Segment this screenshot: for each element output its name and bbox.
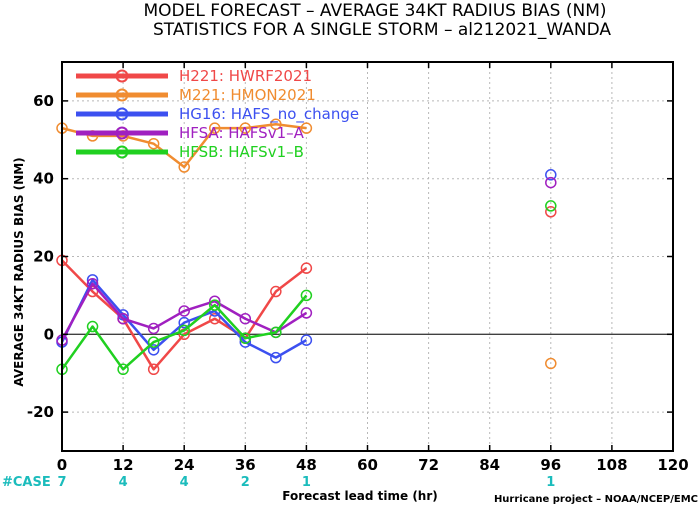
data-point (147, 322, 160, 335)
data-point (300, 334, 313, 346)
data-point (239, 312, 252, 325)
data-point (178, 316, 190, 329)
data-point (117, 312, 129, 325)
legend-label: HFSA: HAFSv1–A (179, 124, 305, 142)
data-point (300, 262, 313, 274)
data-point (209, 122, 221, 134)
chart-title: MODEL FORECAST – AVERAGE 34KT RADIUS BIA… (143, 1, 606, 21)
data-point (86, 277, 99, 290)
x-tick-label: 108 (596, 456, 627, 474)
data-point (270, 351, 282, 364)
data-point (147, 137, 160, 150)
legend-item-m221: M221: HMON2021 (76, 86, 316, 104)
legend-item-hfsa: HFSA: HAFSv1–A (76, 124, 305, 142)
y-tick-label: 20 (33, 248, 54, 266)
case-count: 4 (180, 475, 189, 490)
data-point (178, 305, 190, 317)
data-point (545, 176, 557, 189)
series-hfsa (56, 176, 557, 346)
data-point (300, 122, 313, 134)
data-point (545, 200, 557, 212)
case-count: 1 (546, 475, 555, 490)
data-point (270, 326, 282, 339)
series-hfsb (56, 200, 557, 376)
case-count: 1 (302, 475, 311, 490)
x-axis-label: Forecast lead time (hr) (282, 489, 438, 503)
legend-item-h221: H221: HWRF2021 (76, 67, 312, 85)
data-point (178, 324, 190, 337)
x-tick-label: 120 (657, 456, 688, 474)
series-line (61, 259, 308, 371)
credit-text: Hurricane project – NOAA/NCEP/EMC (494, 494, 698, 505)
data-point (270, 285, 282, 298)
data-point (239, 122, 252, 134)
series-line (60, 282, 308, 341)
data-point (209, 299, 221, 311)
data-point (147, 344, 160, 356)
x-tick-label: 96 (540, 456, 561, 474)
y-tick-label: 40 (33, 170, 54, 188)
x-tick-label: 72 (418, 456, 439, 474)
data-point (147, 363, 160, 376)
data-point (86, 320, 99, 333)
data-point (178, 161, 190, 173)
data-point (117, 363, 129, 376)
x-tick-label: 36 (235, 456, 256, 474)
y-tick-label: 0 (44, 325, 54, 343)
data-point (209, 312, 221, 325)
x-tick-label: 48 (296, 456, 317, 474)
case-count: 7 (57, 475, 66, 490)
x-tick-label: 24 (174, 456, 195, 474)
data-point (239, 332, 252, 344)
data-point (545, 357, 557, 370)
case-count: 2 (241, 475, 250, 490)
data-point (147, 336, 160, 348)
y-tick-label: 60 (33, 92, 54, 110)
data-point (545, 206, 557, 218)
grid (62, 62, 673, 451)
legend-item-hfsb: HFSB: HAFSv1–B (76, 143, 304, 161)
ticks: 0 12 24 36 48 60 72 84 96 108 120 -20 0 20 40 60 (27, 62, 689, 474)
y-tick-label: -20 (27, 403, 54, 421)
data-point (300, 289, 313, 302)
legend-swatch-marker (115, 145, 129, 159)
data-point (300, 307, 313, 319)
legend-swatch-marker (115, 69, 129, 83)
series-line (60, 294, 308, 371)
chart-subtitle: STATISTICS FOR A SINGLE STORM – al212021… (153, 20, 611, 40)
case-counts: 7 4 4 2 1 1 (57, 475, 555, 490)
data-point (545, 169, 557, 181)
series-group (56, 118, 557, 376)
legend-swatch-marker (115, 107, 129, 121)
legend-swatch-marker (115, 88, 129, 102)
series-line (60, 278, 308, 359)
data-point (270, 118, 282, 130)
legend-item-hg16: HG16: HAFS_no_change (76, 105, 359, 124)
case-count: 4 (119, 475, 128, 490)
x-tick-label: 12 (113, 456, 134, 474)
legend-swatch-marker (115, 126, 129, 140)
x-tick-label: 0 (57, 456, 67, 474)
legend-label: HFSB: HAFSv1–B (179, 143, 304, 161)
legend-label: H221: HWRF2021 (179, 67, 312, 85)
legend-label: M221: HMON2021 (179, 86, 316, 104)
legend-label: HG16: HAFS_no_change (179, 105, 359, 124)
x-tick-label: 60 (357, 456, 378, 474)
case-label: #CASE (2, 475, 51, 490)
series-line (61, 122, 307, 169)
x-tick-label: 84 (479, 456, 500, 474)
y-axis-label: AVERAGE 34KT RADIUS BIAS (NM) (12, 157, 26, 386)
